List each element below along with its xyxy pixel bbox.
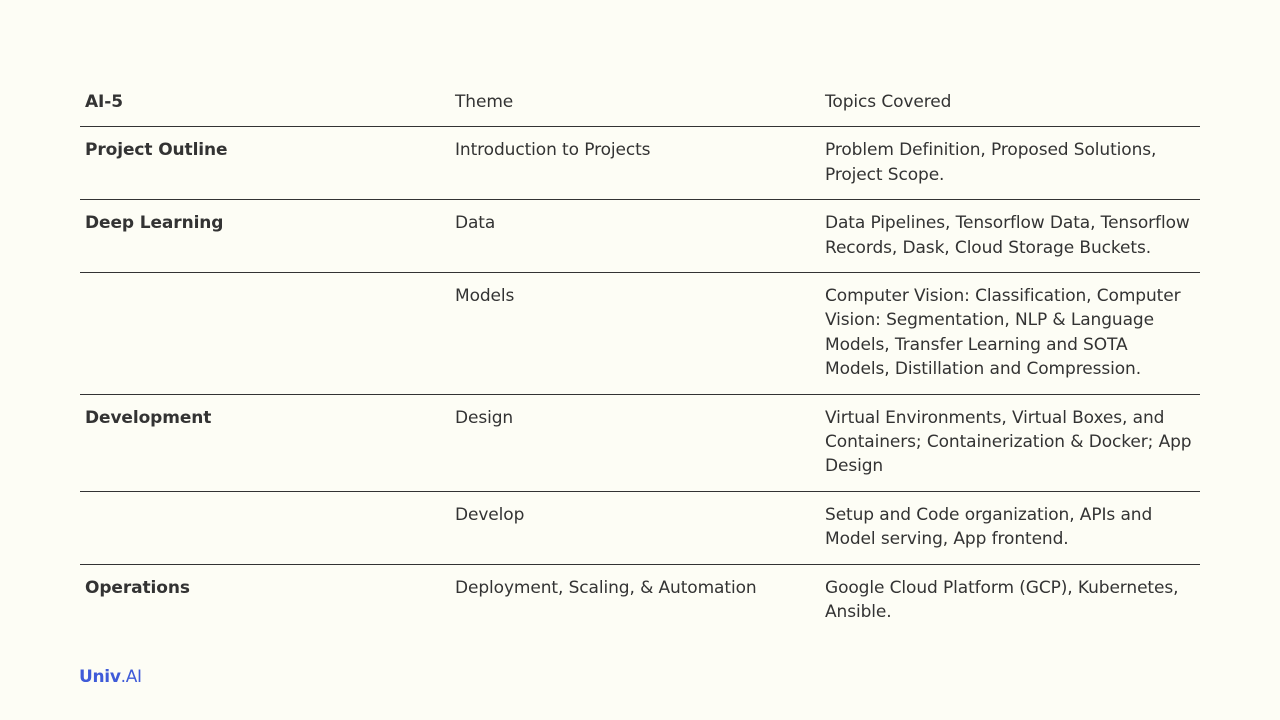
row-topics: Virtual Environments, Virtual Boxes, and…: [820, 394, 1200, 492]
univ-ai-logo: Univ.AI: [79, 665, 142, 689]
row-theme: Models: [450, 272, 820, 395]
row-section: [80, 272, 450, 395]
logo-part-univ: Univ: [79, 667, 121, 687]
table-row: Develop Setup and Code organization, API…: [80, 491, 1200, 565]
header-topics: Topics Covered: [820, 79, 1200, 128]
table-row: Project Outline Introduction to Projects…: [80, 126, 1200, 201]
row-section: Development: [80, 394, 450, 492]
row-theme: Deployment, Scaling, & Automation: [455, 577, 757, 598]
row-theme: Data: [450, 199, 820, 274]
row-topics: Data Pipelines, Tensorflow Data, Tensorf…: [820, 199, 1200, 274]
header-row: AI-5 Theme Topics Covered: [80, 79, 1200, 128]
table-row: Development Design Virtual Environments,…: [80, 394, 1200, 492]
row-theme: Introduction to Projects: [450, 126, 820, 201]
row-topics: Setup and Code organization, APIs and Mo…: [820, 491, 1200, 565]
row-section: Operations: [85, 577, 190, 598]
row-section: Project Outline: [80, 126, 450, 201]
row-section: [80, 491, 450, 565]
row-topics: Computer Vision: Classification, Compute…: [820, 272, 1200, 395]
header-course-code: AI-5: [80, 79, 450, 128]
syllabus-table: AI-5 Theme Topics Covered Project Outlin…: [80, 79, 1200, 637]
row-topics: Google Cloud Platform (GCP), Kubernetes,…: [825, 577, 1179, 623]
row-section: Deep Learning: [80, 199, 450, 274]
row-topics: Problem Definition, Proposed Solutions, …: [820, 126, 1200, 201]
header-theme: Theme: [450, 79, 820, 128]
row-theme: Design: [450, 394, 820, 492]
table-row: Operations Deployment, Scaling, & Automa…: [80, 564, 1200, 636]
table-body: Project Outline Introduction to Projects…: [80, 126, 1200, 637]
row-theme: Develop: [450, 491, 820, 565]
table-row: Deep Learning Data Data Pipelines, Tenso…: [80, 199, 1200, 274]
table-header: AI-5 Theme Topics Covered: [80, 79, 1200, 128]
logo-part-ai: .AI: [120, 667, 142, 687]
table-row: Models Computer Vision: Classification, …: [80, 272, 1200, 395]
